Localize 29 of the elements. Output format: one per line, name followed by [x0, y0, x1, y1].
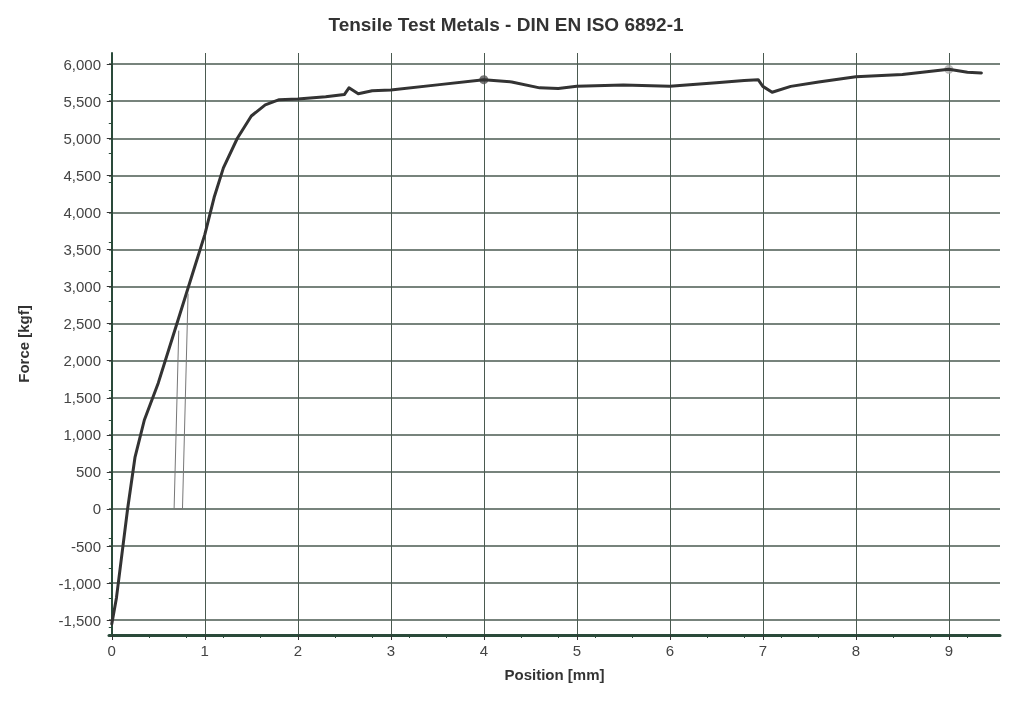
- x-tick-label: 0: [107, 642, 116, 659]
- y-tick-label: 0: [92, 500, 101, 518]
- y-tick-label: 5,000: [63, 129, 101, 147]
- x-tick-label: 1: [200, 642, 209, 659]
- x-tick-label: 9: [944, 642, 954, 659]
- x-tick-label: 6: [665, 642, 674, 659]
- y-tick-label: -500: [70, 537, 101, 555]
- x-tick-label: 7: [758, 642, 768, 659]
- y-tick-label: 5,500: [63, 92, 101, 110]
- x-tick-label: 5: [572, 642, 581, 659]
- y-tick-label: 2,000: [63, 352, 101, 370]
- y-tick-label: 3,500: [63, 240, 101, 258]
- y-tick-label: 6,000: [63, 55, 101, 73]
- x-tick-label: 4: [479, 642, 488, 659]
- chart-title: Tensile Test Metals - DIN EN ISO 6892-1: [328, 14, 684, 35]
- x-axis-title: Position [mm]: [504, 666, 605, 683]
- y-tick-label: 1,000: [63, 426, 101, 444]
- y-axis-title: Force [kgf]: [15, 305, 32, 383]
- y-tick-label: -1,000: [58, 574, 101, 592]
- y-tick-label: 3,000: [63, 278, 101, 296]
- y-tick-label: 1,500: [63, 389, 101, 407]
- y-tick-label: 4,000: [63, 203, 101, 221]
- y-tick-label: 500: [75, 463, 101, 481]
- x-tick-label: 2: [293, 642, 302, 659]
- x-tick-label: 3: [386, 642, 395, 659]
- y-tick-label: -1,500: [58, 611, 101, 629]
- y-tick-label: 4,500: [63, 166, 101, 184]
- y-tick-label: 2,500: [63, 315, 101, 333]
- x-tick-label: 8: [851, 642, 861, 659]
